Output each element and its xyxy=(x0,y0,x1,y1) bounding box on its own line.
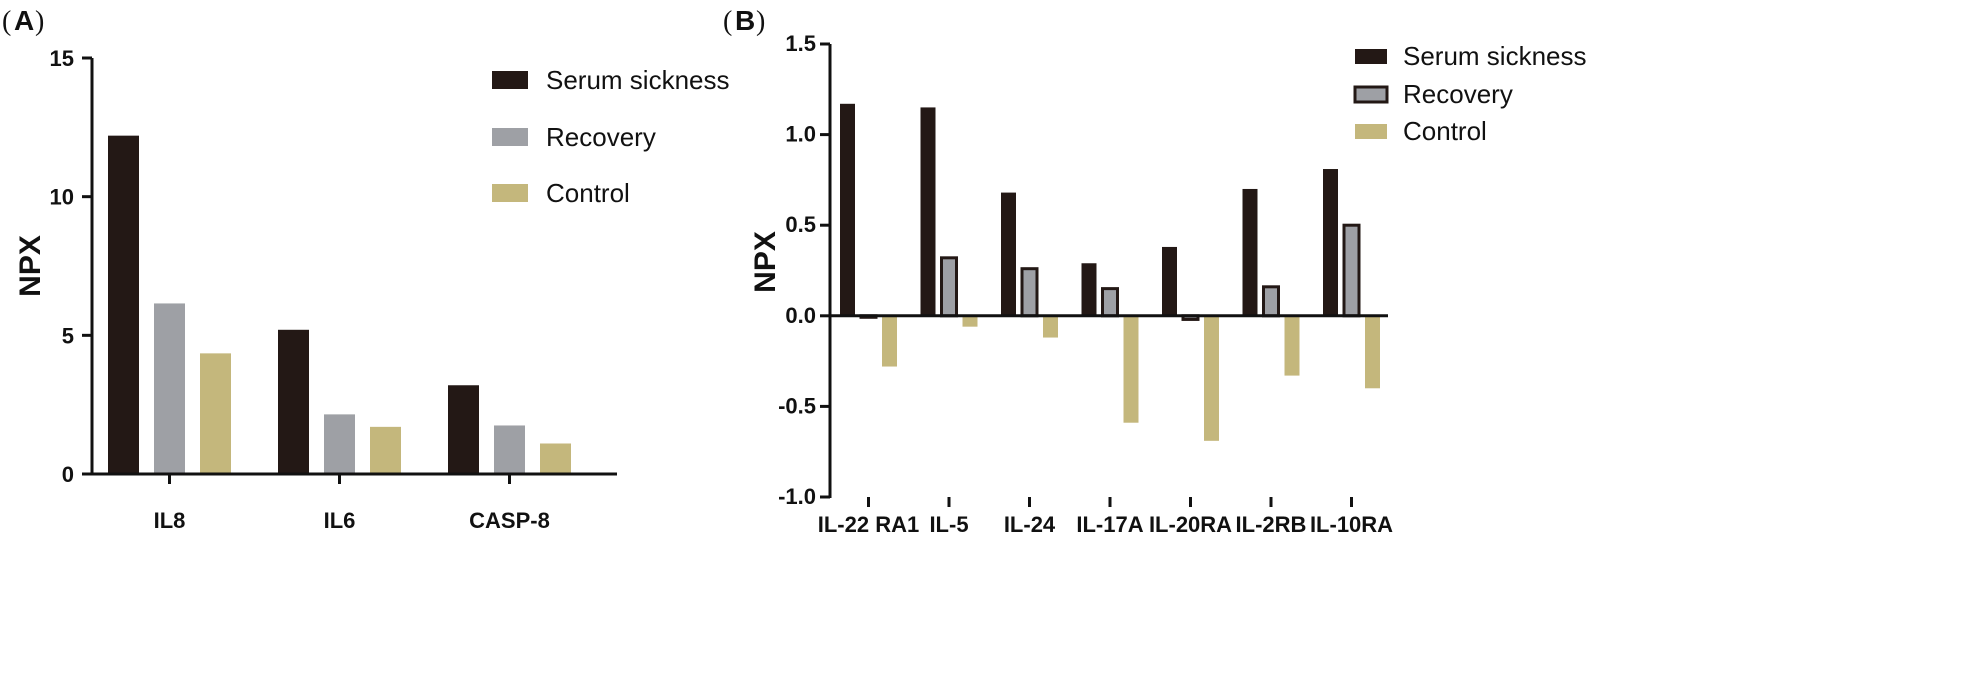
panel-a-bar-control-il8 xyxy=(200,353,231,474)
panel-a-letter: A xyxy=(14,5,34,36)
panel-a-legend-swatch-serum-sickness xyxy=(492,71,528,89)
panel-a-open: ( xyxy=(2,6,11,37)
panel-b-xtick-label-il-24: IL-24 xyxy=(1004,512,1056,537)
panel-a-bar-serum-sickness-il6 xyxy=(278,329,309,474)
panel-a-bar-serum-sickness-il8 xyxy=(108,135,139,475)
panel-b-xtick-label-il-10ra: IL-10RA xyxy=(1310,512,1393,537)
panel-b-letter: B xyxy=(735,5,755,36)
panel-b-xtick-label-il-17a: IL-17A xyxy=(1076,512,1143,537)
panel-b-legend-swatch-serum-sickness xyxy=(1355,49,1387,64)
panel-b-bar-serum-sickness-il-2rb xyxy=(1242,188,1258,316)
panel-b-bar-serum-sickness-il-22-ra1 xyxy=(840,103,855,316)
panel-b-bar-control-il-24 xyxy=(1043,315,1058,338)
panel-a-legend-swatch-recovery xyxy=(492,128,528,146)
panel-a-close: ) xyxy=(35,6,44,37)
panel-b-xtick-label-il-2rb: IL-2RB xyxy=(1236,512,1307,537)
panel-b-legend-label-control: Control xyxy=(1403,116,1487,146)
panel-b-legend-label-serum-sickness: Serum sickness xyxy=(1403,41,1587,71)
panel-a-ytick-label-2: 10 xyxy=(50,185,74,210)
panel-b-ytick-label-0: -1.0 xyxy=(778,484,816,509)
panel-b-bar-control-il-2rb xyxy=(1284,315,1300,376)
panel-b-bar-recovery-il-5 xyxy=(940,256,958,318)
panel-b-open: ( xyxy=(723,6,732,37)
panel-b-ytick-label-4: 1.0 xyxy=(785,122,816,147)
panel-b-bar-control-il-5 xyxy=(962,315,978,327)
panel-a-ytick-label-3: 15 xyxy=(50,46,74,71)
panel-a-legend-label-serum-sickness: Serum sickness xyxy=(546,65,730,95)
panel-a-bar-control-casp-8 xyxy=(540,443,571,474)
panel-b-bar-recovery-il-17a xyxy=(1101,287,1119,318)
panel-a-xtick-label-casp-8: CASP-8 xyxy=(469,508,550,533)
panel-b-close: ) xyxy=(756,6,765,37)
panel-b-bar-recovery-il-24 xyxy=(1020,267,1039,318)
panel-b-bar-recovery-il-2rb xyxy=(1262,285,1280,318)
panel-a-ytick-label-0: 0 xyxy=(62,462,74,487)
panel-a-bar-control-il6 xyxy=(370,426,401,474)
panel-b-ytick-label-3: 0.5 xyxy=(785,212,816,237)
panel-b-bar-control-il-10ra xyxy=(1365,315,1380,389)
panel-b-bar-serum-sickness-il-20ra xyxy=(1162,246,1177,316)
panel-a-xtick-label-il6: IL6 xyxy=(324,508,356,533)
panel-b-xtick-label-il-22-ra1: IL-22 RA1 xyxy=(818,512,919,537)
panel-b-ytick-label-2: 0.0 xyxy=(785,303,816,328)
panel-a-bar-serum-sickness-casp-8 xyxy=(448,385,479,474)
panel-a-legend-swatch-control xyxy=(492,184,528,202)
panel-b-xtick-label-il-5: IL-5 xyxy=(929,512,968,537)
panel-b-ytick-label-5: 1.5 xyxy=(785,31,816,56)
panel-b-legend-swatch-control xyxy=(1355,124,1387,139)
panel-b-legend-label-recovery: Recovery xyxy=(1403,79,1513,109)
panel-a-ytick-label-1: 5 xyxy=(62,323,74,348)
panel-b-bar-control-il-17a xyxy=(1123,315,1139,423)
panel-b-bar-control-il-22-ra1 xyxy=(882,315,897,367)
panel-a-bar-recovery-il6 xyxy=(324,414,355,474)
panel-a-y-axis-label: NPX xyxy=(14,235,47,297)
panel-b-bar-serum-sickness-il-5 xyxy=(920,107,936,316)
panel-b-bar-serum-sickness-il-24 xyxy=(1001,192,1016,316)
panel-a-bar-recovery-il8 xyxy=(154,303,185,474)
panel-a-legend-label-recovery: Recovery xyxy=(546,122,656,152)
panel-b-bar-recovery-il-10ra xyxy=(1342,223,1361,318)
panel-a-legend-label-control: Control xyxy=(546,178,630,208)
panel-b-bar-serum-sickness-il-10ra xyxy=(1323,169,1338,316)
panel-b-xtick-label-il-20ra: IL-20RA xyxy=(1149,512,1232,537)
panel-b-ytick-label-1: -0.5 xyxy=(778,393,816,418)
panel-a-xtick-label-il8: IL8 xyxy=(154,508,186,533)
panel-b-y-axis-label: NPX xyxy=(749,231,782,293)
panel-b-bar-control-il-20ra xyxy=(1204,315,1219,441)
panel-b-bar-serum-sickness-il-17a xyxy=(1081,263,1097,316)
panel-b-legend-swatch-recovery xyxy=(1353,85,1389,104)
panel-a-bar-recovery-casp-8 xyxy=(494,425,525,474)
